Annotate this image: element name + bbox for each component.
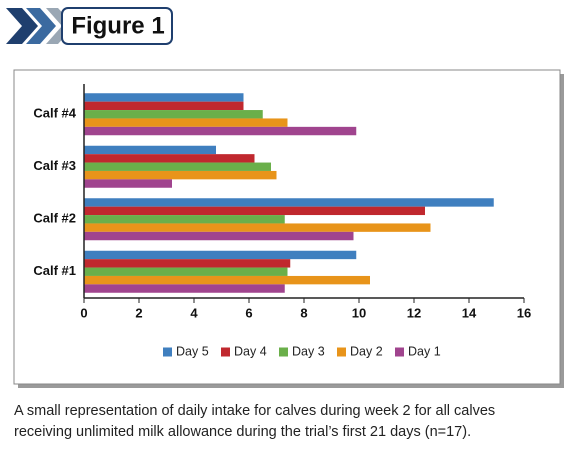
legend-swatch <box>337 347 346 357</box>
x-tick-label: 14 <box>462 305 477 320</box>
legend-label: Day 1 <box>408 344 441 358</box>
x-tick-label: 6 <box>245 305 252 320</box>
y-tick-label: Calf #3 <box>33 158 76 173</box>
bar <box>84 110 263 119</box>
bar <box>84 284 285 293</box>
bar <box>84 206 425 216</box>
bar <box>84 259 291 268</box>
figure-title: Figure 1 <box>71 12 164 39</box>
header-chevrons <box>6 8 74 44</box>
x-tick-label: 10 <box>352 305 366 320</box>
bar <box>84 101 244 111</box>
bar <box>84 118 288 127</box>
x-tick-label: 4 <box>190 305 198 320</box>
y-tick-label: Calf #4 <box>33 106 76 121</box>
x-tick-label: 16 <box>517 305 531 320</box>
x-tick-label: 8 <box>300 305 307 320</box>
legend-label: Day 4 <box>234 344 267 358</box>
bar <box>84 145 216 155</box>
legend-label: Day 3 <box>292 344 325 358</box>
legend-swatch <box>279 347 288 357</box>
bar <box>84 170 277 180</box>
bar <box>84 215 285 224</box>
y-tick-label: Calf #1 <box>33 263 76 278</box>
bar <box>84 275 370 285</box>
legend-label: Day 5 <box>176 344 209 358</box>
caption-line: receiving unlimited milk allowance durin… <box>14 424 471 440</box>
bar <box>84 250 357 260</box>
bar <box>84 179 172 188</box>
caption-line: A small representation of daily intake f… <box>14 403 495 419</box>
legend-swatch <box>163 347 172 357</box>
legend-swatch <box>221 347 230 357</box>
bar <box>84 267 288 276</box>
bar <box>84 231 354 241</box>
header-box <box>61 7 173 45</box>
x-tick-label: 0 <box>80 305 87 320</box>
legend-swatch <box>395 347 404 357</box>
bar <box>84 162 271 171</box>
bar <box>84 198 494 207</box>
y-tick-label: Calf #2 <box>33 211 76 226</box>
x-tick-label: 12 <box>407 305 421 320</box>
bar <box>84 223 431 232</box>
legend-label: Day 2 <box>350 344 383 358</box>
x-tick-label: 2 <box>135 305 142 320</box>
bar <box>84 154 255 163</box>
bar <box>84 126 357 136</box>
bar <box>84 93 244 102</box>
